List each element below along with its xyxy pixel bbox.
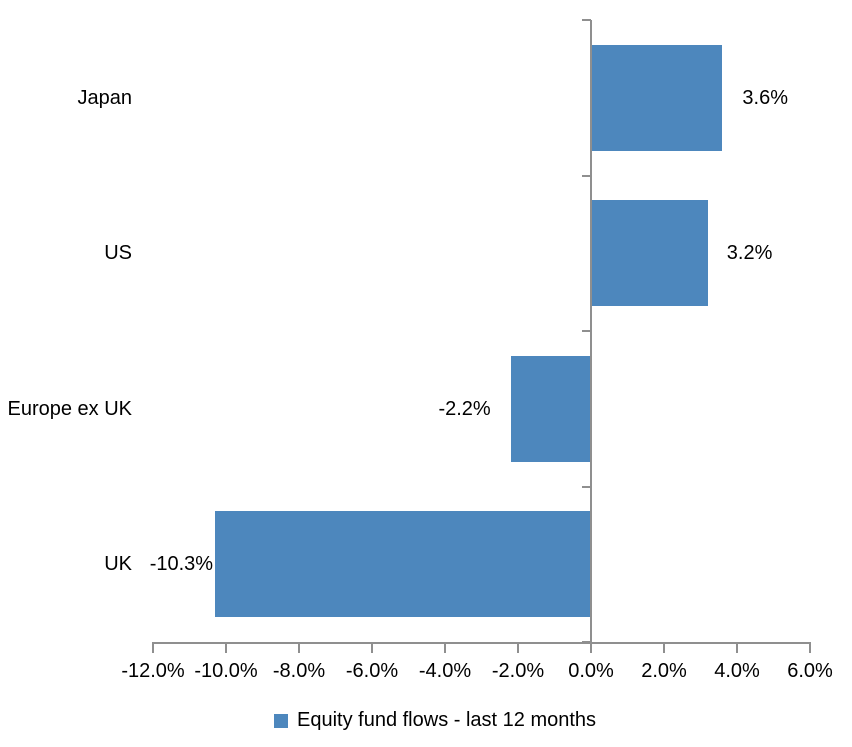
x-axis-tick-label: 4.0% xyxy=(714,660,760,682)
bar-data-label: -2.2% xyxy=(438,397,491,420)
y-axis-tick xyxy=(582,330,591,332)
x-axis-tick xyxy=(517,642,519,653)
category-label: UK xyxy=(104,553,132,576)
x-axis-tick-label: -2.0% xyxy=(491,660,545,682)
y-axis-tick xyxy=(582,174,591,177)
category-label: US xyxy=(104,242,132,265)
x-axis-tick xyxy=(371,642,373,653)
x-axis-tick xyxy=(152,642,154,653)
x-axis-tick-label: 0.0% xyxy=(568,660,614,682)
bar xyxy=(591,44,723,151)
legend-swatch-icon xyxy=(274,713,288,728)
x-axis-tick xyxy=(663,642,665,653)
x-axis-tick-label: -10.0% xyxy=(194,660,258,682)
x-axis-tick xyxy=(444,642,446,653)
x-axis-line xyxy=(152,642,811,644)
x-axis-tick xyxy=(590,642,592,653)
x-axis-tick-label: 6.0% xyxy=(787,660,833,682)
bar-data-label: 3.6% xyxy=(742,86,788,109)
x-axis-tick-label: -8.0% xyxy=(272,660,326,682)
x-axis-tick-label: -12.0% xyxy=(121,660,185,682)
x-axis-tick-label: -6.0% xyxy=(345,660,399,682)
bar xyxy=(215,511,591,618)
bar-data-label: -10.3% xyxy=(149,553,214,576)
x-axis-tick xyxy=(809,642,811,653)
x-axis-tick-label: 2.0% xyxy=(641,660,687,682)
category-label: Europe ex UK xyxy=(7,397,132,420)
y-axis-line xyxy=(590,20,592,642)
x-axis-tick xyxy=(736,642,738,653)
category-label: Japan xyxy=(77,86,133,109)
y-axis-tick xyxy=(582,19,591,21)
x-axis-tick-label: -4.0% xyxy=(418,660,472,682)
x-axis-tick xyxy=(298,642,300,653)
bar xyxy=(591,200,708,307)
bar-data-label: 3.2% xyxy=(726,242,773,265)
legend: Equity fund flows - last 12 months xyxy=(274,709,596,732)
y-axis-tick xyxy=(582,485,591,488)
bar xyxy=(510,355,591,462)
legend-label: Equity fund flows - last 12 months xyxy=(297,709,597,731)
x-axis-tick xyxy=(225,642,227,653)
